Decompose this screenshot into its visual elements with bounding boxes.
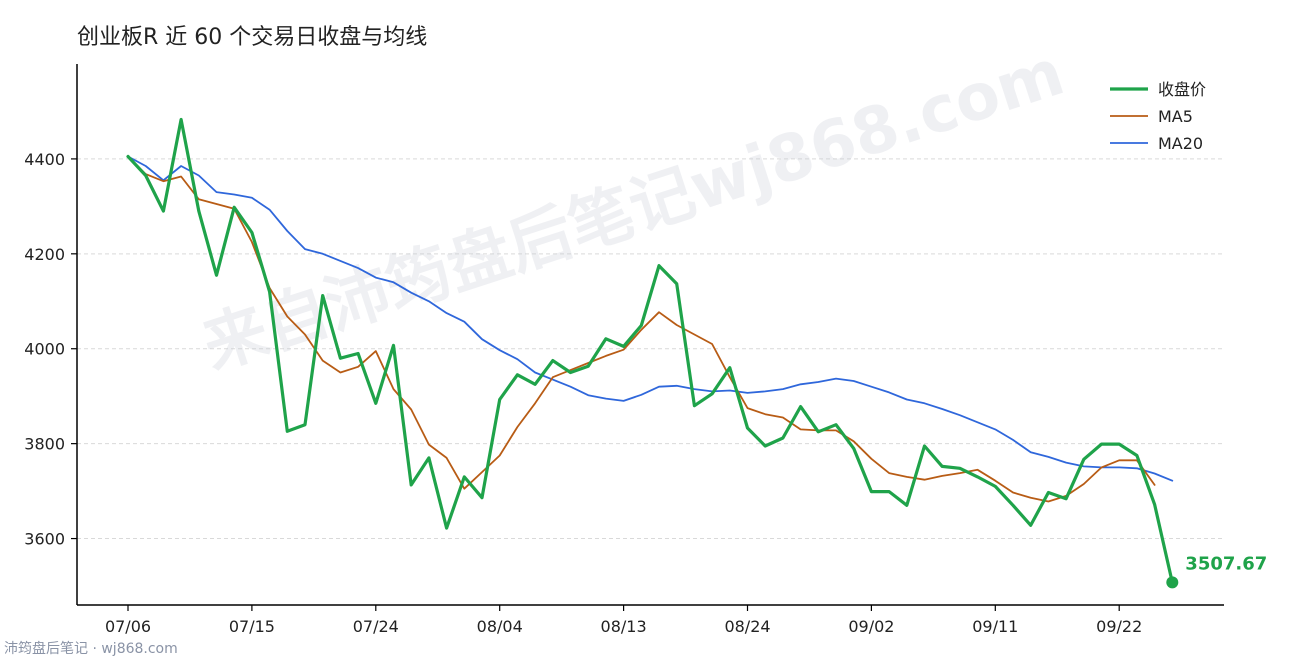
legend: 收盘价 MA5 MA20 [1110, 80, 1206, 153]
chart-title: 创业板R 近 60 个交易日收盘与均线 [77, 25, 427, 50]
legend-label: MA20 [1158, 134, 1203, 153]
series-line-2 [127, 155, 1174, 482]
x-tick-label: 07/06 [105, 617, 151, 636]
x-tick-label: 07/24 [353, 617, 399, 636]
y-tick-label: 3800 [24, 435, 65, 454]
x-tick-label: 09/22 [1096, 617, 1142, 636]
last-value-label: 3507.67 [1185, 553, 1267, 574]
series-line-1 [127, 155, 1156, 503]
watermark: 来自沛筠盘后笔记wj868.com [194, 36, 1072, 384]
last-point-marker [1166, 576, 1179, 589]
x-tick-label: 08/13 [601, 617, 647, 636]
y-tick-label: 4000 [24, 340, 65, 359]
x-tick-label: 08/04 [477, 617, 523, 636]
x-tick-label: 08/24 [724, 617, 770, 636]
x-tick-label: 09/02 [848, 617, 894, 636]
y-tick-label: 3600 [24, 530, 65, 549]
legend-label: MA5 [1158, 107, 1193, 126]
series-line-0 [126, 117, 1174, 585]
y-tick-label: 4400 [24, 150, 65, 169]
footer-credit: 沛筠盘后笔记 · wj868.com [4, 640, 178, 657]
legend-label: 收盘价 [1158, 80, 1206, 99]
series-group [126, 117, 1174, 585]
y-tick-label: 4200 [24, 245, 65, 264]
x-tick-label: 09/11 [972, 617, 1018, 636]
grid [77, 158, 1224, 540]
x-ticks: 07/06 07/15 07/24 08/04 08/13 08/24 09/02 09/11… [105, 605, 1142, 636]
axes [76, 64, 1224, 606]
x-tick-label: 07/15 [229, 617, 275, 636]
y-ticks: 3600 3800 4000 4200 4400 [24, 150, 77, 549]
